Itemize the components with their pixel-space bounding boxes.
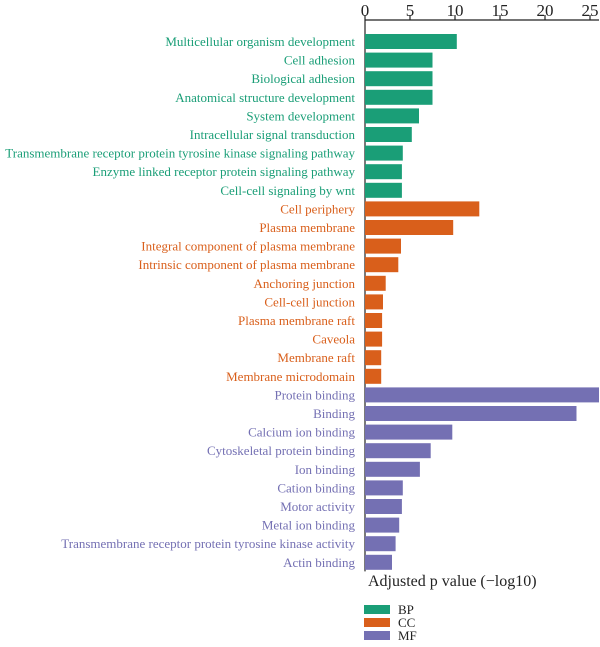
category-label: Caveola xyxy=(312,332,355,347)
category-label: Cell adhesion xyxy=(284,53,356,68)
x-tick-label: 15 xyxy=(492,1,509,20)
bar xyxy=(365,89,433,105)
category-label: Plasma membrane raft xyxy=(238,313,355,328)
category-label: Anatomical structure development xyxy=(175,90,355,105)
legend-swatch xyxy=(364,605,390,614)
category-label: Transmembrane receptor protein tyrosine … xyxy=(61,536,355,551)
category-labels: Multicellular organism development Cell a… xyxy=(5,34,355,570)
bar xyxy=(365,238,401,254)
category-label: Plasma membrane xyxy=(259,220,355,235)
category-label: Membrane raft xyxy=(277,350,355,365)
bar xyxy=(365,350,382,366)
bar xyxy=(365,517,400,533)
category-label: Ion binding xyxy=(295,462,356,477)
bar xyxy=(365,331,383,347)
bar xyxy=(365,461,420,477)
category-label: Membrane microdomain xyxy=(226,369,355,384)
x-tick-label: 5 xyxy=(406,1,415,20)
category-label: Motor activity xyxy=(280,499,355,514)
bar xyxy=(365,387,599,403)
category-label: Enzyme linked receptor protein signaling… xyxy=(93,164,356,179)
bar xyxy=(365,480,403,496)
bar xyxy=(365,294,383,310)
bar xyxy=(365,52,433,68)
category-label: Cell-cell signaling by wnt xyxy=(220,183,355,198)
legend-label: CC xyxy=(398,615,415,630)
category-label: Protein binding xyxy=(274,387,355,402)
bar xyxy=(365,554,392,570)
bar xyxy=(365,536,396,552)
category-label: Multicellular organism development xyxy=(165,34,355,49)
bar xyxy=(365,424,453,440)
category-label: Cell-cell junction xyxy=(264,294,355,309)
bars xyxy=(365,34,599,570)
bar xyxy=(365,257,399,273)
category-label: Cytoskeletal protein binding xyxy=(207,443,356,458)
x-tick-label: 20 xyxy=(537,1,554,20)
x-tick-label: 0 xyxy=(361,1,370,20)
bar xyxy=(365,275,386,291)
bar xyxy=(365,443,431,459)
legend-swatch xyxy=(364,631,390,640)
category-label: Transmembrane receptor protein tyrosine … xyxy=(5,146,355,161)
category-label: Metal ion binding xyxy=(262,518,356,533)
x-tick-label: 25 xyxy=(582,1,599,20)
category-label: Calcium ion binding xyxy=(248,425,355,440)
bar xyxy=(365,71,433,87)
bar xyxy=(365,201,480,217)
x-axis-title: Adjusted p value (−log10) xyxy=(368,573,537,590)
category-label: Cation binding xyxy=(277,480,355,495)
x-tick-label: 10 xyxy=(447,1,464,20)
legend-label: BP xyxy=(398,602,414,617)
category-label: Anchoring junction xyxy=(254,276,356,291)
legend-label: MF xyxy=(398,628,417,643)
category-label: Intrinsic component of plasma membrane xyxy=(138,257,355,272)
bar xyxy=(365,182,402,198)
category-label: Actin binding xyxy=(283,555,355,570)
bar xyxy=(365,108,419,124)
bar xyxy=(365,127,412,142)
bar xyxy=(365,220,454,235)
category-label: Intracellular signal transduction xyxy=(190,127,356,142)
bar xyxy=(365,368,382,384)
category-label: Cell periphery xyxy=(280,201,355,216)
bar xyxy=(365,34,457,49)
category-label: Integral component of plasma membrane xyxy=(141,239,355,254)
bar xyxy=(365,164,402,180)
category-label: Binding xyxy=(313,406,355,421)
bar xyxy=(365,145,403,161)
category-label: Biological adhesion xyxy=(251,71,355,86)
bar xyxy=(365,313,383,328)
bar xyxy=(365,406,577,421)
bar xyxy=(365,499,402,514)
category-label: System development xyxy=(246,108,355,123)
legend-swatch xyxy=(364,618,390,627)
